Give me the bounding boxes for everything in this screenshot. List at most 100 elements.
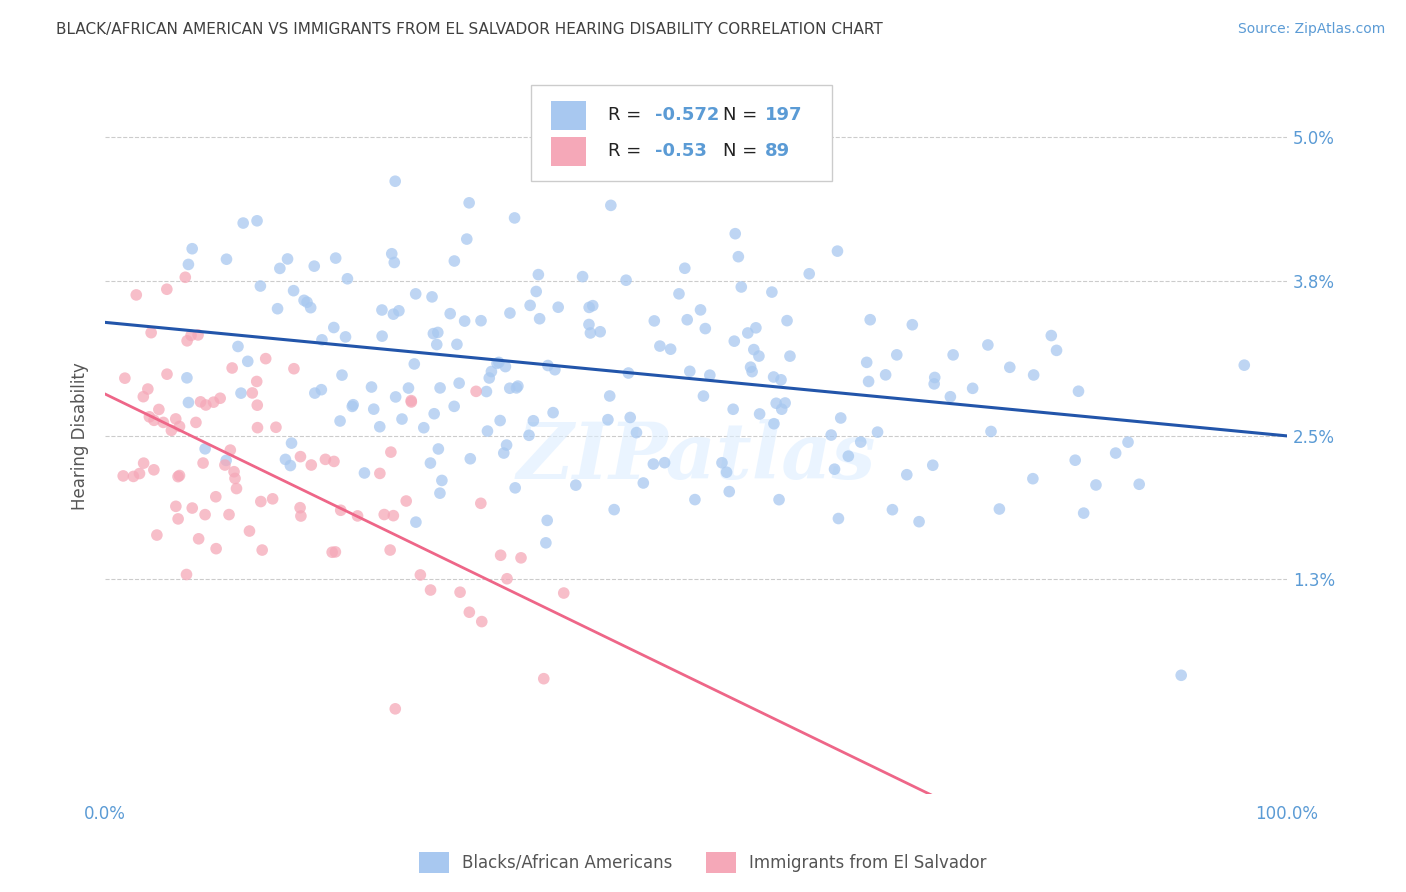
Point [404,357,426,371]
Point [236,354,259,368]
Point [314,452,336,467]
Point [426,326,449,340]
Point [177,395,200,409]
Point [391,412,413,426]
Point [254,351,277,366]
Point [799,267,821,281]
Point [510,550,533,565]
Text: 89: 89 [765,143,790,161]
Point [643,457,665,471]
Point [614,273,637,287]
Point [229,386,252,401]
Point [837,449,859,463]
Point [218,508,240,522]
Point [908,515,931,529]
Point [346,508,368,523]
Point [132,390,155,404]
Point [194,508,217,522]
Point [420,290,443,304]
Point [177,257,200,271]
Point [409,568,432,582]
Point [489,548,512,562]
Legend: Blacks/African Americans, Immigrants from El Salvador: Blacks/African Americans, Immigrants fro… [412,846,994,880]
Point [578,301,600,315]
Point [112,469,135,483]
Point [274,452,297,467]
Text: R =: R = [607,143,647,161]
Point [382,508,405,523]
Point [977,338,1000,352]
Point [221,361,243,376]
Point [329,414,352,428]
Point [336,272,359,286]
Point [399,393,422,408]
Point [718,484,741,499]
Point [219,443,242,458]
Point [325,251,347,265]
Point [148,402,170,417]
Point [371,329,394,343]
Point [998,360,1021,375]
Point [489,413,512,427]
Point [295,295,318,310]
Point [716,465,738,479]
Point [167,512,190,526]
Point [1233,358,1256,372]
Text: -0.572: -0.572 [655,106,718,125]
Point [423,407,446,421]
Point [1022,368,1045,382]
Point [215,453,238,467]
Point [603,502,626,516]
Point [427,442,450,456]
Point [325,545,347,559]
Point [371,303,394,318]
Point [142,463,165,477]
Point [240,386,263,401]
Point [388,303,411,318]
Point [748,407,770,421]
Point [534,536,557,550]
Point [524,285,547,299]
Point [1105,446,1128,460]
Point [582,299,605,313]
Point [886,348,908,362]
Point [246,398,269,412]
Point [924,370,946,384]
Point [679,364,702,378]
Point [146,528,169,542]
Point [419,582,441,597]
Point [740,360,762,375]
Text: N =: N = [723,143,763,161]
Point [152,416,174,430]
Point [143,413,166,427]
Point [329,503,352,517]
Point [456,232,478,246]
Point [378,543,401,558]
Point [517,428,540,442]
Point [128,467,150,481]
Point [290,508,312,523]
Point [250,543,273,558]
Point [1022,472,1045,486]
Point [589,325,612,339]
Text: BLACK/AFRICAN AMERICAN VS IMMIGRANTS FROM EL SALVADOR HEARING DISABILITY CORRELA: BLACK/AFRICAN AMERICAN VS IMMIGRANTS FRO… [56,22,883,37]
Point [419,456,441,470]
Point [529,311,551,326]
Point [214,458,236,472]
Point [449,585,471,599]
Point [382,307,405,321]
Point [398,381,420,395]
Point [401,395,423,409]
Text: N =: N = [723,106,763,125]
Point [138,409,160,424]
Point [264,420,287,434]
Point [165,412,187,426]
Point [579,326,602,340]
Point [827,244,849,259]
Point [250,494,273,508]
Point [544,362,567,376]
Point [225,482,247,496]
FancyBboxPatch shape [551,137,586,166]
Point [174,270,197,285]
Point [299,301,322,315]
